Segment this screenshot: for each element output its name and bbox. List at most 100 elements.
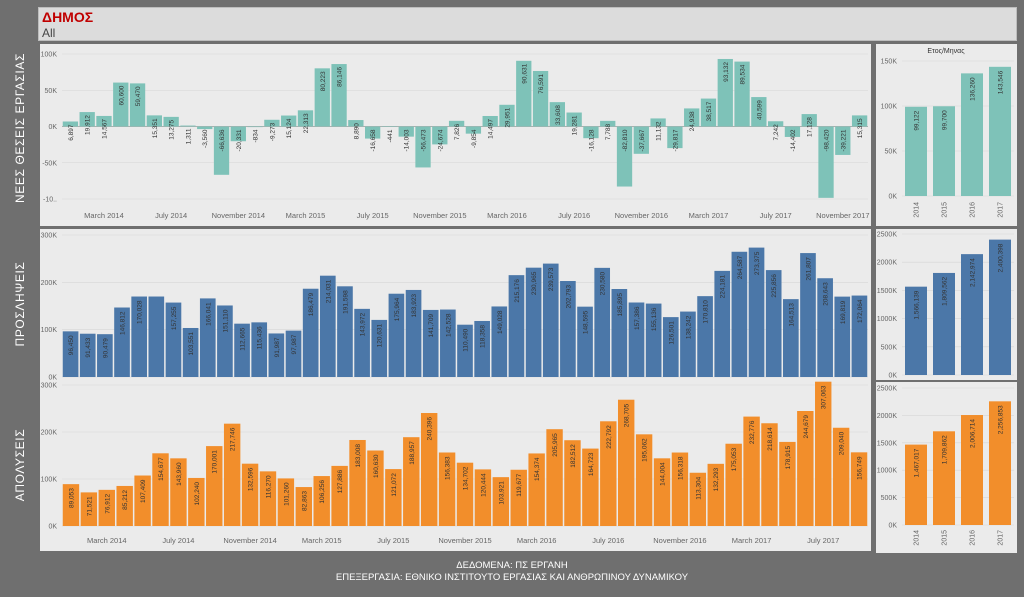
bar [313,476,330,526]
data-label: 1,311 [185,128,192,144]
data-label: 85,212 [122,490,129,510]
bar [851,295,868,377]
data-label: -56,473 [421,129,428,151]
data-label: 164,513 [788,303,795,327]
bar [405,289,422,377]
bar [277,478,295,526]
bar [832,427,850,526]
bar [62,331,79,377]
data-label: 230,580 [600,271,607,295]
bar [80,492,98,526]
data-label: -20,331 [236,129,243,151]
bar [800,253,816,377]
bar [113,82,129,127]
data-label: 224,181 [720,275,727,299]
bar [223,423,241,526]
x-tick-label: March 2016 [487,211,527,220]
data-label: 143,960 [176,462,183,486]
bar [217,305,233,377]
data-label: 141,709 [428,314,435,338]
bar [635,434,653,526]
bar [114,307,130,377]
data-label: 232,776 [749,420,756,444]
x-tick-label: July 2015 [377,536,409,545]
data-label: 178,915 [785,446,792,470]
data-label: 8,890 [353,123,360,140]
net-monthly-panel: -10.. -50K 0K 50K 100K 6,897 19,912 14,567 60,60… [40,44,871,226]
data-label: 214,031 [325,279,332,303]
data-label: 7,826 [454,123,461,140]
bar [152,453,169,526]
data-label: 222,792 [606,425,613,449]
bar [765,270,782,377]
filter-value[interactable]: All [42,26,56,40]
bar [717,58,733,127]
data-label: 101,260 [283,482,290,506]
bar [398,126,414,137]
data-label: -14,003 [404,129,411,151]
bar [354,308,370,377]
data-label: 86,146 [337,67,344,87]
bar [542,263,559,377]
data-label: -14,402 [790,129,797,151]
y-tick-label: -50K [42,160,57,167]
x-tick-label: November 2016 [615,211,668,220]
data-label: 132,596 [248,467,255,491]
data-label: 103,551 [188,332,195,356]
data-label: 175,964 [394,297,401,321]
bar [714,270,731,377]
data-label: 191,598 [342,290,349,314]
bar [564,440,581,526]
data-label: 14,497 [488,119,495,139]
x-category-label: 2015 [942,530,949,546]
y-tick-label: 2000K [877,260,898,267]
bar [199,298,216,377]
data-label: 175,053 [731,447,738,471]
net-monthly-chart: -10.. -50K 0K 50K 100K 6,897 19,912 14,567 60,60… [41,52,870,221]
data-label: 91,433 [85,337,92,357]
data-label: 169,819 [840,300,847,324]
x-tick-label: November 2015 [438,536,491,545]
data-label: 144,004 [660,462,667,486]
y-tick-label: 500K [881,344,898,351]
data-label: -16,658 [370,129,377,151]
data-label: 76,591 [538,74,545,94]
bar [170,458,187,526]
bar [815,381,832,526]
data-label: 33,608 [555,105,562,125]
bar [385,469,402,526]
bar [96,115,112,127]
data-label: 113,304 [695,476,702,499]
data-label: 93,132 [723,62,730,82]
bar [748,247,765,377]
bar [163,116,179,127]
data-label: 1,709,862 [942,435,949,464]
bar [367,450,384,526]
y-tick-label: -10.. [43,197,57,204]
bar [465,126,482,134]
bar [680,311,696,377]
bar [365,126,381,139]
bar [779,441,796,526]
data-label: 164,723 [588,452,595,476]
bar [817,278,833,377]
bar [241,463,259,526]
bar [645,303,662,377]
bar [134,475,151,526]
bar [989,239,1011,375]
bar [197,126,213,130]
bar [251,322,268,377]
bar [337,286,353,377]
bar [835,126,851,155]
bar [697,296,713,377]
bar [491,306,508,377]
x-tick-label: July 2014 [155,211,187,220]
bar [989,401,1011,525]
data-label: 240,396 [427,417,434,441]
data-label: 115,436 [257,326,264,349]
x-tick-label: July 2017 [760,211,792,220]
data-label: 11,132 [656,121,663,141]
filter-title: ΔΗΜΟΣ [42,9,94,25]
data-label: 90,479 [102,338,109,358]
bar [165,302,182,377]
